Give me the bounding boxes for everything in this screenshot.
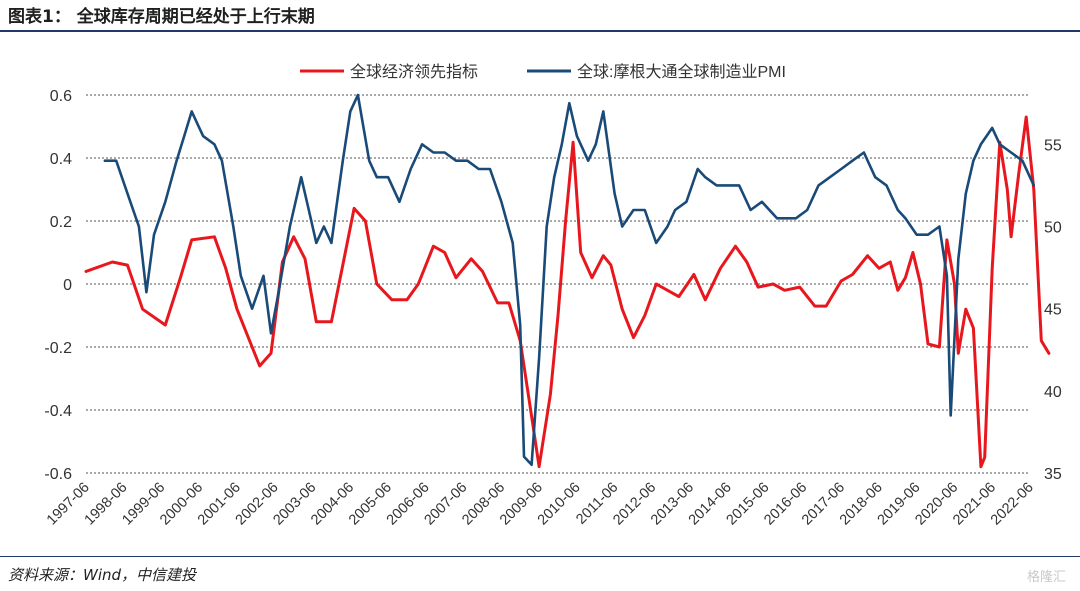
y-right-tick-label: 50 [1044, 219, 1062, 236]
y-axis-right: 35 40 45 50 55 [1044, 137, 1062, 483]
legend-label: 全球:摩根大通全球制造业PMI [577, 63, 786, 81]
legend: 全球经济领先指标 全球:摩根大通全球制造业PMI [300, 63, 786, 81]
y-right-tick-label: 40 [1044, 384, 1062, 401]
bottom-rule [0, 556, 1080, 557]
y-left-tick-label: -0.6 [44, 466, 72, 483]
y-left-tick-label: -0.2 [44, 340, 72, 357]
source-note: 资料来源：Wind，中信建投 [8, 566, 197, 584]
watermark: 格隆汇 [1026, 570, 1066, 585]
series-lines [84, 93, 1051, 469]
chart: -0.6 -0.4 -0.2 0 0.2 0.4 0.6 35 40 45 50 55 1997-0… [44, 63, 1062, 529]
series-line-leading-indicator [84, 115, 1051, 469]
y-right-tick-label: 45 [1044, 302, 1062, 319]
series-line-pmi [103, 93, 1036, 467]
y-left-tick-label: 0.2 [50, 214, 72, 231]
y-left-tick-label: 0.6 [50, 88, 72, 105]
x-tick-label: 2010-06 [535, 480, 584, 529]
x-axis: 1997-061998-061999-062000-062001-062002-… [44, 480, 1037, 529]
y-right-tick-label: 35 [1044, 466, 1062, 483]
grid-lines [86, 94, 1030, 474]
legend-label: 全球经济领先指标 [350, 63, 478, 81]
y-axis-left: -0.6 -0.4 -0.2 0 0.2 0.4 0.6 [44, 88, 72, 483]
y-left-tick-label: 0.4 [50, 151, 72, 168]
y-left-tick-label: -0.4 [44, 403, 72, 420]
top-rule [0, 30, 1080, 32]
x-tick-label: 2022-06 [988, 480, 1037, 529]
y-right-tick-label: 55 [1044, 137, 1062, 154]
y-left-tick-label: 0 [63, 277, 72, 294]
figure-title: 图表1： 全球库存周期已经处于上行末期 [8, 7, 315, 27]
